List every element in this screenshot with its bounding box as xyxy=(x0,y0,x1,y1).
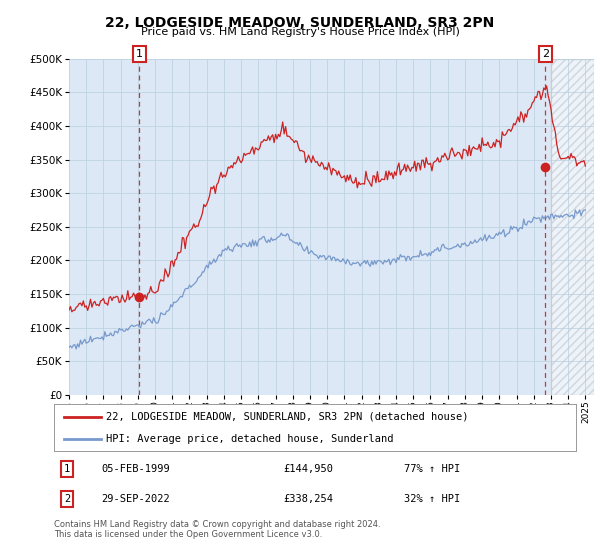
Text: 1: 1 xyxy=(64,464,70,474)
Text: 22, LODGESIDE MEADOW, SUNDERLAND, SR3 2PN (detached house): 22, LODGESIDE MEADOW, SUNDERLAND, SR3 2P… xyxy=(106,412,469,422)
Text: 22, LODGESIDE MEADOW, SUNDERLAND, SR3 2PN: 22, LODGESIDE MEADOW, SUNDERLAND, SR3 2P… xyxy=(106,16,494,30)
Text: 77% ↑ HPI: 77% ↑ HPI xyxy=(404,464,460,474)
Bar xyxy=(551,59,594,395)
Text: 29-SEP-2022: 29-SEP-2022 xyxy=(101,494,170,504)
Bar xyxy=(551,59,594,395)
Text: 05-FEB-1999: 05-FEB-1999 xyxy=(101,464,170,474)
Text: Price paid vs. HM Land Registry's House Price Index (HPI): Price paid vs. HM Land Registry's House … xyxy=(140,27,460,37)
Text: 32% ↑ HPI: 32% ↑ HPI xyxy=(404,494,460,504)
Text: 2: 2 xyxy=(542,49,549,59)
Text: £338,254: £338,254 xyxy=(284,494,334,504)
Text: Contains HM Land Registry data © Crown copyright and database right 2024.
This d: Contains HM Land Registry data © Crown c… xyxy=(54,520,380,539)
Text: 1: 1 xyxy=(136,49,143,59)
Text: £144,950: £144,950 xyxy=(284,464,334,474)
Text: HPI: Average price, detached house, Sunderland: HPI: Average price, detached house, Sund… xyxy=(106,434,394,444)
Text: 2: 2 xyxy=(64,494,70,504)
